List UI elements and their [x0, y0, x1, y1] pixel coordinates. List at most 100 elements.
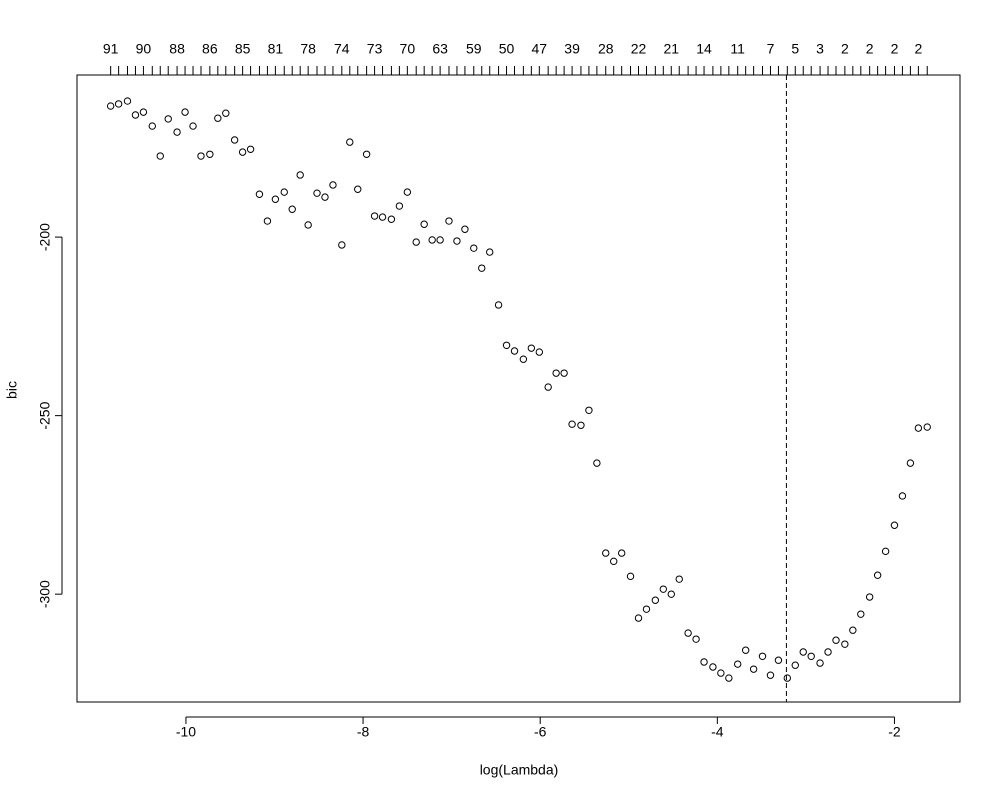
- point: [123, 97, 132, 105]
- point: [445, 217, 453, 225]
- point: [610, 557, 618, 566]
- point: [857, 610, 865, 618]
- point: [214, 114, 222, 122]
- point: [841, 640, 849, 648]
- y-axis-label: bic: [4, 381, 20, 399]
- point: [436, 236, 444, 244]
- point: [114, 100, 123, 108]
- point: [222, 109, 230, 117]
- point: [321, 193, 329, 201]
- point: [914, 424, 923, 432]
- point: [453, 237, 461, 245]
- point: [717, 669, 725, 677]
- point: [478, 264, 486, 272]
- point: [288, 205, 296, 213]
- top-tick-label: 28: [598, 41, 614, 57]
- top-tick-label: 39: [564, 41, 580, 57]
- point: [593, 459, 601, 467]
- top-tick-label: 85: [235, 41, 251, 57]
- top-tick-label: 14: [696, 41, 712, 57]
- point: [206, 150, 214, 158]
- point: [181, 108, 189, 116]
- point: [486, 248, 494, 256]
- top-tick-label: 70: [400, 41, 416, 57]
- top-tick-label: 74: [334, 41, 350, 57]
- point: [560, 369, 568, 377]
- y-tick-label: -300: [37, 580, 53, 608]
- point: [799, 648, 807, 656]
- point: [148, 122, 156, 130]
- point: [280, 188, 288, 196]
- x-axis-label: log(Lambda): [480, 762, 559, 778]
- point: [700, 658, 708, 666]
- point: [807, 652, 815, 660]
- point: [246, 145, 255, 153]
- point: [642, 605, 651, 613]
- point: [527, 344, 536, 352]
- point: [865, 593, 874, 601]
- point: [428, 236, 436, 244]
- top-tick-label: 86: [202, 41, 218, 57]
- point: [734, 660, 742, 668]
- point: [131, 111, 140, 119]
- point: [461, 225, 469, 233]
- top-tick-label: 81: [268, 41, 284, 57]
- top-tick-label: 78: [300, 41, 316, 57]
- y-tick-label: -200: [37, 223, 53, 251]
- point: [684, 629, 692, 637]
- point: [395, 202, 404, 210]
- point: [849, 626, 857, 634]
- point: [189, 122, 197, 130]
- point: [412, 238, 420, 246]
- x-tick-label: -8: [357, 724, 370, 740]
- point: [898, 492, 907, 500]
- point: [378, 213, 387, 221]
- point: [626, 572, 635, 581]
- point: [313, 189, 321, 197]
- point: [338, 241, 346, 249]
- point: [420, 220, 428, 228]
- top-tick-label: 5: [791, 41, 799, 57]
- point: [766, 671, 775, 679]
- point: [510, 347, 519, 355]
- top-tick-label: 7: [767, 41, 775, 57]
- point: [156, 152, 164, 160]
- point: [139, 108, 148, 116]
- point: [164, 115, 172, 123]
- point: [577, 421, 585, 429]
- top-tick-label: 73: [367, 41, 383, 57]
- point: [881, 547, 890, 556]
- x-tick-label: -4: [711, 724, 724, 740]
- point: [659, 585, 668, 593]
- point: [890, 521, 899, 529]
- point: [403, 188, 412, 196]
- point: [544, 383, 552, 391]
- point: [749, 665, 758, 673]
- point: [923, 423, 931, 431]
- point: [783, 674, 791, 682]
- point: [535, 348, 544, 356]
- top-tick-label: 21: [663, 41, 679, 57]
- point: [271, 195, 280, 203]
- point: [354, 185, 362, 193]
- point: [741, 646, 750, 654]
- point: [906, 459, 915, 467]
- point: [816, 659, 824, 667]
- point: [568, 420, 576, 428]
- top-tick-label: 2: [841, 41, 849, 57]
- point: [585, 406, 593, 414]
- point: [494, 301, 503, 309]
- point: [692, 635, 700, 643]
- point: [502, 341, 511, 349]
- x-tick-label: -2: [888, 724, 901, 740]
- point: [617, 549, 626, 557]
- top-tick-label: 50: [499, 41, 515, 57]
- top-tick-label: 11: [730, 41, 745, 57]
- point: [602, 549, 610, 557]
- point: [725, 674, 733, 682]
- point: [651, 596, 660, 604]
- top-tick-label: 90: [136, 41, 152, 57]
- point: [832, 636, 840, 644]
